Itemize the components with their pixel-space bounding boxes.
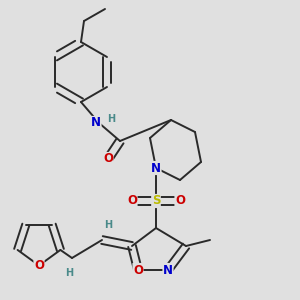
Text: H: H — [107, 113, 115, 124]
Text: S: S — [152, 194, 160, 208]
Text: O: O — [127, 194, 137, 208]
Text: O: O — [175, 194, 185, 208]
Text: H: H — [65, 268, 73, 278]
Text: N: N — [91, 116, 101, 130]
Text: O: O — [34, 259, 44, 272]
Text: H: H — [104, 220, 112, 230]
Text: N: N — [163, 263, 173, 277]
Text: N: N — [151, 161, 161, 175]
Text: O: O — [103, 152, 113, 166]
Text: O: O — [133, 263, 143, 277]
